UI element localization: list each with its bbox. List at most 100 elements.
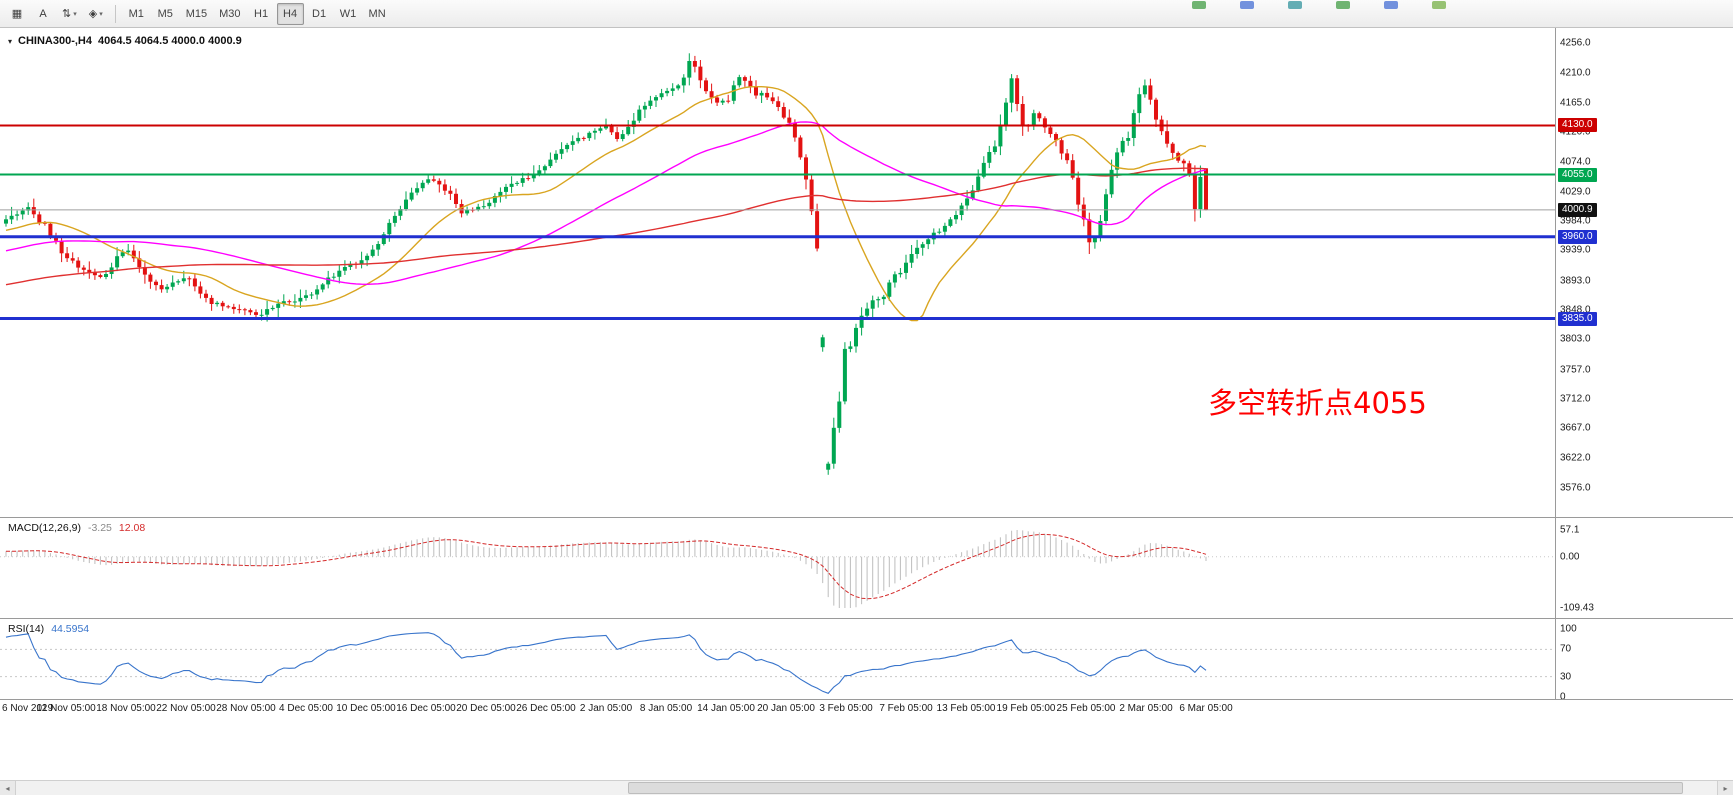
time-label: 10 Dec 05:00 (336, 703, 396, 714)
macd-plot[interactable]: MACD(12,26,9) -3.25 12.08 (0, 518, 1555, 618)
macd-tick-label: -109.43 (1560, 602, 1594, 614)
time-label: 4 Dec 05:00 (279, 703, 333, 714)
price-tick-label: 3803.0 (1560, 333, 1591, 345)
toolbar-separator (114, 4, 116, 23)
rsi-line (5, 632, 1207, 694)
macd-name: MACD(12,26,9) (8, 522, 81, 534)
price-tick-label: 3939.0 (1560, 244, 1591, 256)
toolbar-mini-icon-6[interactable] (1432, 1, 1446, 9)
timeframe-button-m5[interactable]: M5 (157, 7, 173, 20)
macd-histogram (5, 530, 1207, 608)
windows-grid-icon-glyph: ▦ (11, 8, 23, 20)
time-label: 19 Feb 05:00 (996, 703, 1056, 714)
toolbar-mini-icon-3[interactable] (1288, 1, 1302, 9)
macd-chart (0, 530, 1555, 608)
time-label: 25 Feb 05:00 (1056, 703, 1116, 714)
price-tick-label: 3984.0 (1560, 215, 1591, 227)
toolbar-mini-icon-5[interactable] (1384, 1, 1398, 9)
price-plot[interactable]: ▾ CHINA300-,H4 4064.5 4064.5 4000.0 4000… (0, 28, 1555, 517)
scrollbar-thumb[interactable] (628, 782, 1683, 794)
timeframe-button-m15[interactable]: M15 (185, 7, 208, 20)
price-panel: ▾ CHINA300-,H4 4064.5 4064.5 4000.0 4000… (0, 28, 1733, 517)
cursor-tools-dropdown[interactable]: ⇅ ▾ (57, 3, 82, 25)
price-level-badge: 4130.0 (1558, 118, 1597, 133)
panel-divider-2[interactable] (0, 618, 1733, 619)
time-label: 2 Jan 05:00 (579, 703, 633, 714)
rsi-tick-label: 70 (1560, 643, 1572, 655)
timeframe-button-h4[interactable]: H4 (276, 2, 304, 25)
ma-18-line (5, 86, 1207, 322)
toolbar-mini-icon-2[interactable] (1240, 1, 1254, 9)
price-tick-label: 3757.0 (1560, 364, 1591, 376)
toolbar-right-icons (1192, 1, 1480, 9)
time-label: 2 Mar 05:00 (1119, 703, 1173, 714)
rsi-value: 44.5954 (51, 623, 90, 635)
scroll-left-button[interactable]: ◂ (0, 781, 16, 795)
chart-window: ▾ CHINA300-,H4 4064.5 4064.5 4000.0 4000… (0, 28, 1733, 795)
rsi-name: RSI(14) (8, 623, 45, 635)
price-level-badge: 3835.0 (1558, 311, 1597, 326)
toolbar-mini-icon-4[interactable] (1336, 1, 1350, 9)
toolbar-left-icons: ▦ A ⇅ ▾ ◈ ▾ (4, 3, 109, 25)
ma-55-line (5, 121, 1207, 286)
time-label: 6 Nov 2019 (2, 703, 54, 714)
price-tick-label: 3712.0 (1560, 393, 1591, 405)
price-tick-label: 3667.0 (1560, 422, 1591, 434)
scroll-right-button[interactable]: ▸ (1717, 781, 1733, 795)
chart-caret-icon: ▾ (8, 36, 13, 46)
macd-signal-value: 12.08 (118, 522, 146, 534)
price-tick-label: 3848.0 (1560, 304, 1591, 316)
price-tick-label: 3893.0 (1560, 275, 1591, 287)
symbol-period-label: CHINA300-,H4 (18, 35, 92, 47)
time-label: 18 Nov 05:00 (96, 703, 156, 714)
ma-120-line (5, 167, 1207, 286)
rsi-plot[interactable]: RSI(14) 44.5954 (0, 619, 1555, 699)
empty-area (0, 717, 1733, 780)
toolbar-mini-icon-1[interactable] (1192, 1, 1206, 9)
time-label: 13 Feb 05:00 (936, 703, 996, 714)
shapes-tools-dropdown[interactable]: ◈ ▾ (84, 3, 108, 25)
price-level-badge: 4055.0 (1558, 167, 1597, 182)
dropdown-caret-icon: ▾ (73, 10, 77, 18)
time-axis[interactable]: 6 Nov 2019 12 Nov 05:00 18 Nov 05:00 22 Nov… (0, 699, 1733, 717)
panel-divider-1[interactable] (0, 517, 1733, 518)
price-tick-label: 3576.0 (1560, 482, 1591, 494)
time-label: 16 Dec 05:00 (396, 703, 456, 714)
time-label: 28 Nov 05:00 (216, 703, 276, 714)
annotation-text: 多空转折点4055 (1208, 386, 1427, 420)
timeframe-button-mn[interactable]: MN (368, 7, 386, 20)
price-tick-label: 4074.0 (1560, 156, 1591, 168)
macd-signal-line (6, 533, 1207, 600)
macd-panel: MACD(12,26,9) -3.25 12.08 57.1 0.00 -109.4… (0, 518, 1733, 618)
timeframe-button-m30[interactable]: M30 (219, 7, 241, 20)
timeframe-button-w1[interactable]: W1 (339, 7, 357, 20)
dropdown-caret-icon: ▾ (99, 10, 103, 18)
time-label: 3 Feb 05:00 (819, 703, 873, 714)
macd-tick-label: 0.00 (1560, 551, 1580, 563)
rsi-tick-label: 30 (1560, 671, 1572, 683)
timeframe-button-h1[interactable]: H1 (254, 7, 269, 20)
price-axis[interactable]: 4256.04210.04165.04120.04074.04029.03984… (1555, 28, 1733, 517)
cursor-tools-dropdown-glyph: ⇅ (62, 8, 72, 20)
price-level-badge: 4000.9 (1558, 202, 1597, 217)
rsi-axis: 100 70 30 0 (1555, 619, 1733, 703)
price-level-badge: 3960.0 (1558, 229, 1597, 244)
rsi-panel: RSI(14) 44.5954 100 70 30 0 (0, 619, 1733, 703)
text-label-tool-button-glyph: A (39, 7, 47, 20)
timeframe-button-m1[interactable]: M1 (128, 7, 144, 20)
toolbar: ▦ A ⇅ ▾ ◈ ▾ M1 M5 M15 M30 H1 H4 D1 W1 MN (0, 0, 1733, 28)
time-label: 22 Nov 05:00 (156, 703, 216, 714)
scrollbar-track[interactable] (16, 781, 1717, 795)
windows-grid-icon[interactable]: ▦ (5, 3, 29, 25)
horizontal-scrollbar[interactable]: ◂ ▸ (0, 780, 1733, 795)
timeframe-button-d1[interactable]: D1 (312, 7, 327, 20)
candles-layer (4, 53, 1208, 475)
macd-axis: 57.1 0.00 -109.43 (1555, 518, 1733, 618)
text-label-tool-button[interactable]: A (31, 3, 55, 25)
time-label: 6 Mar 05:00 (1179, 703, 1233, 714)
rsi-tick-label: 0 (1560, 691, 1566, 703)
macd-main-value: -3.25 (87, 522, 112, 534)
price-tick-label: 4165.0 (1560, 97, 1591, 109)
ohlc-values: 4064.5 4064.5 4000.0 4000.9 (97, 35, 242, 47)
